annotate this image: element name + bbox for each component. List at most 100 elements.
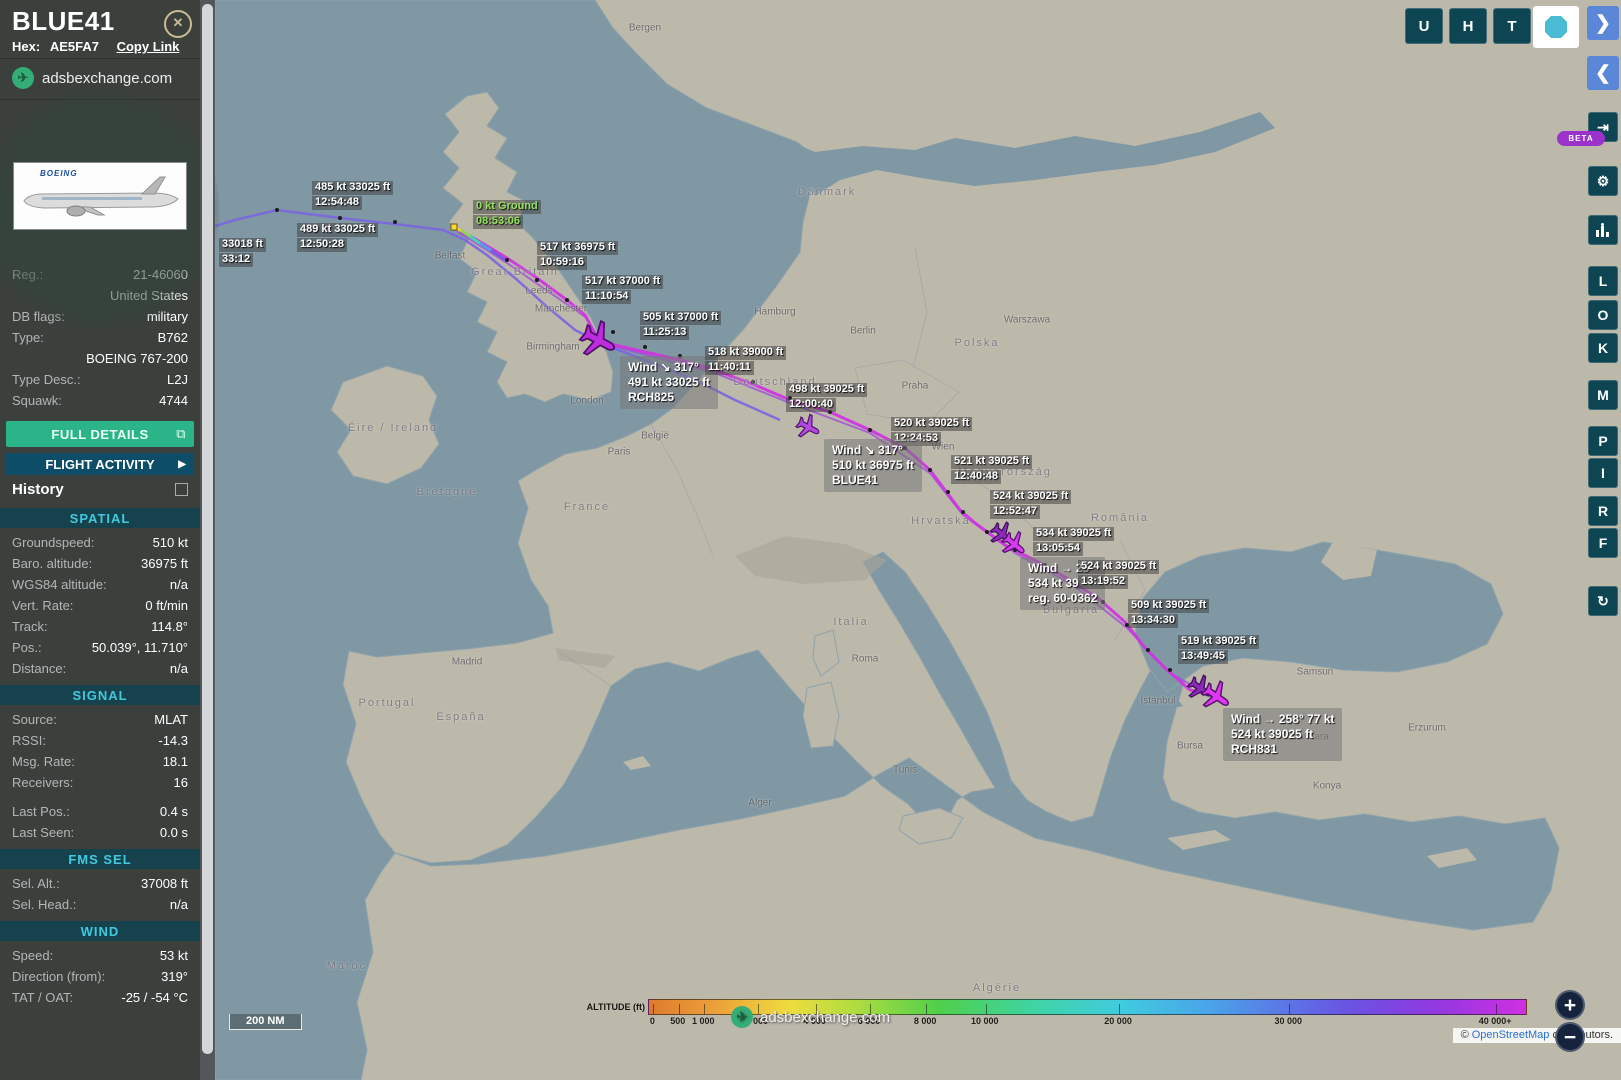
rail-button-p[interactable]: P — [1588, 426, 1618, 456]
annotation-line: 510 kt 36975 ft — [832, 458, 915, 472]
detail-value: L2J — [167, 372, 188, 387]
track-point-label: 519 kt 39025 ft 13:49:45 — [1178, 635, 1260, 665]
legend-tick — [870, 1004, 871, 1014]
annotation-line: Wind ↘ 317° — [832, 443, 903, 457]
annotation-line: 517 kt 37000 ft — [582, 275, 664, 289]
sidebar-scrollbar[interactable] — [200, 0, 215, 1080]
stat-row: Source: MLAT — [0, 709, 200, 730]
crimea-land — [1321, 542, 1377, 580]
close-icon[interactable]: ✕ — [164, 10, 192, 38]
rail-button-m[interactable]: M — [1588, 380, 1618, 410]
stat-value: -14.3 — [158, 733, 188, 748]
annotation-line: 12:52:47 — [990, 505, 1041, 519]
panel-collapse-right-icon[interactable]: ❯ — [1587, 6, 1619, 40]
scrollbar-thumb[interactable] — [202, 4, 213, 1054]
aircraft-icon[interactable] — [793, 411, 824, 443]
map-place-label: België — [641, 430, 669, 442]
flight-tooltip: Wind ↘ 317° 491 kt 33025 ft RCH825 — [620, 356, 719, 409]
stat-label: WGS84 altitude: — [12, 577, 107, 592]
altitude-legend-title: ALTITUDE (ft) — [586, 1002, 645, 1012]
replay-button[interactable]: ↻ — [1588, 586, 1618, 616]
aircraft-icon[interactable] — [997, 527, 1031, 561]
zoom-in-button[interactable]: + — [1555, 990, 1585, 1020]
stat-label: RSSI: — [12, 733, 46, 748]
map-place-label: Portugal — [358, 697, 416, 709]
map-place-label: Danmark — [797, 186, 857, 198]
callsign-title: BLUE41 — [12, 6, 115, 36]
map-place-label: Paris — [607, 446, 631, 458]
stat-row: TAT / OAT: -25 / -54 °C — [0, 987, 200, 1008]
stat-row: Track: 114.8° — [0, 616, 200, 637]
rail-button-i[interactable]: I — [1588, 458, 1618, 488]
stat-label: Distance: — [12, 661, 67, 676]
map-place-label: Leeds — [525, 285, 553, 297]
toolbar-button-u[interactable]: U — [1405, 8, 1443, 44]
annotation-line: 33:12 — [219, 253, 254, 267]
popout-icon[interactable] — [175, 483, 188, 496]
full-details-label: FULL DETAILS — [51, 426, 149, 442]
map-place-label: Bretagne — [416, 486, 478, 498]
cyprus-land — [1427, 848, 1477, 868]
toolbar-button-h[interactable]: H — [1449, 8, 1487, 44]
aircraft-icons[interactable] — [575, 317, 1236, 717]
stat-value: 36975 ft — [141, 556, 188, 571]
track-point-label: 498 kt 39025 ft 12:00:40 — [786, 383, 868, 413]
history-title: History — [12, 481, 64, 498]
brand-text: adsbexchange.com — [42, 69, 173, 87]
map-place-label: Wien — [931, 441, 955, 453]
annotation-line: 11:25:13 — [640, 326, 690, 340]
map-place-label: Polska — [954, 337, 1000, 349]
rail-button-o[interactable]: O — [1588, 300, 1618, 330]
map-place-label: România — [1090, 512, 1150, 524]
annotation-line: 10:59:16 — [537, 256, 588, 270]
stat-value: -25 / -54 °C — [121, 990, 188, 1005]
hex-row: Hex: AE5FA7 Copy Link — [12, 39, 188, 54]
legend-tick-label: 30 000 — [1274, 1016, 1302, 1026]
photo-brand-text: BOEING — [40, 169, 78, 178]
stat-label: Speed: — [12, 948, 54, 963]
map-place-label: Madrid — [451, 656, 483, 668]
map-place-label: Erzurum — [1408, 722, 1446, 734]
stat-row: Msg. Rate: 18.1 — [0, 751, 200, 772]
stat-value: n/a — [169, 577, 188, 592]
baltic-water — [760, 112, 1275, 196]
openstreetmap-link[interactable]: OpenStreetMap — [1471, 1029, 1550, 1041]
annotation-line: 534 kt 39025 ft — [1033, 527, 1115, 541]
annotation-line: 489 kt 33025 ft — [297, 223, 379, 237]
stat-label: Last Pos.: — [12, 804, 70, 819]
flight-tooltip: Wind ↘ 317° 510 kt 36975 ft BLUE41 — [824, 439, 923, 492]
aircraft-icon-selected[interactable] — [1197, 677, 1236, 717]
aircraft-photo[interactable]: BOEING — [13, 162, 187, 230]
annotation-line: 0 kt Ground — [473, 200, 541, 214]
settings-gear-icon[interactable]: ⚙ — [1588, 166, 1618, 196]
stats-chart-icon[interactable] — [1588, 215, 1618, 245]
stat-row: Baro. altitude: 36975 ft — [0, 553, 200, 574]
annotation-line: 13:05:54 — [1033, 542, 1084, 556]
rail-button-l[interactable]: L — [1588, 266, 1618, 296]
flight-activity-button[interactable]: FLIGHT ACTIVITY ▶ — [6, 453, 194, 475]
full-details-button[interactable]: FULL DETAILS ⧉ — [6, 421, 194, 447]
stat-label: Source: — [12, 712, 57, 727]
rail-button-k[interactable]: K — [1588, 333, 1618, 363]
rail-button-r[interactable]: R — [1588, 496, 1618, 526]
legend-tick — [653, 1004, 655, 1014]
ireland-land — [330, 365, 440, 485]
aircraft-icon[interactable] — [575, 317, 622, 365]
great-britain-land — [442, 91, 614, 403]
annotation-line: RCH831 — [1231, 742, 1278, 756]
annotation-line: 521 kt 39025 ft — [951, 455, 1033, 469]
annotation-line: 505 kt 37000 ft — [640, 311, 722, 325]
toolbar-button-t[interactable]: T — [1493, 8, 1531, 44]
layers-button[interactable] — [1533, 6, 1579, 48]
copy-link[interactable]: Copy Link — [116, 39, 180, 54]
panel-expand-left-icon[interactable]: ❮ — [1587, 56, 1619, 90]
legend-tick-label: 1 000 — [691, 1016, 715, 1026]
map-canvas[interactable]: Bergen Danmark Hamburg Berlin Warszawa Polska… — [215, 0, 1621, 1080]
annotation-line: 519 kt 39025 ft — [1178, 635, 1260, 649]
zoom-out-button[interactable]: − — [1555, 1022, 1585, 1052]
map-place-label: İstanbul — [1140, 695, 1176, 707]
legend-tick — [1496, 1004, 1498, 1014]
map-place-label: Belfast — [434, 250, 466, 262]
annotation-line: 12:54:48 — [312, 196, 363, 210]
rail-button-f[interactable]: F — [1588, 528, 1618, 558]
